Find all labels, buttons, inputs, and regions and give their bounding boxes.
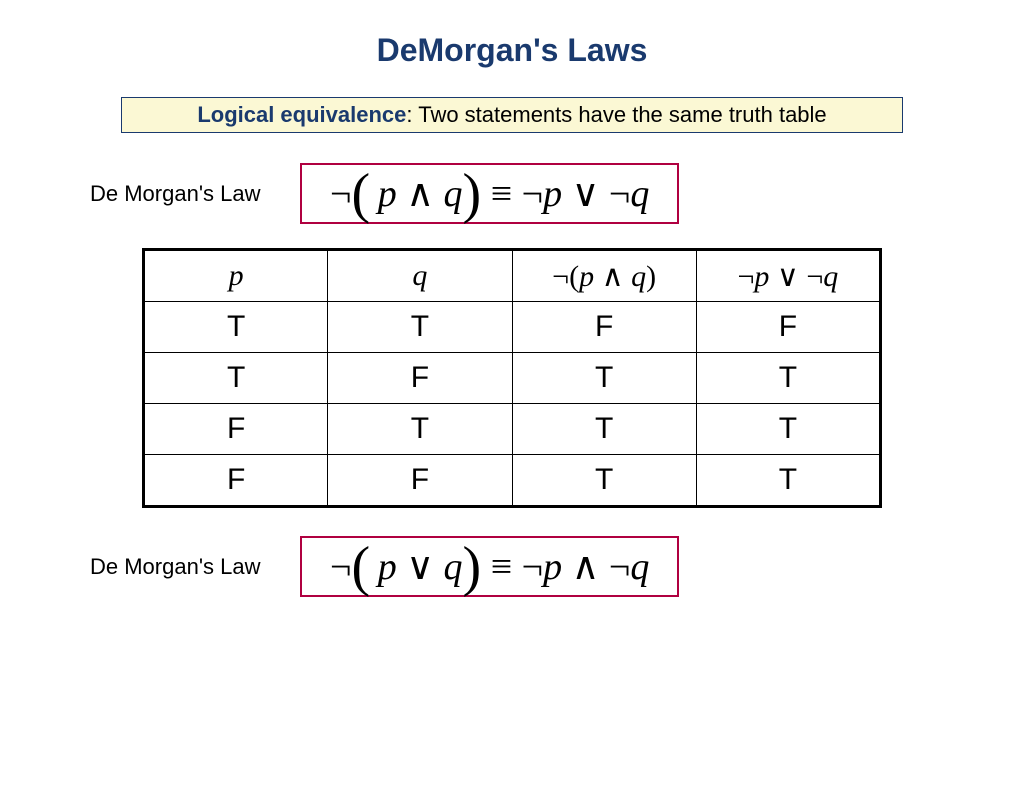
- table-row: F T T T: [144, 404, 881, 455]
- law2-row: De Morgan's Law ¬( p ∨ q) ≡ ¬p ∧ ¬q: [0, 536, 1024, 597]
- definition-box: Logical equivalence: Two statements have…: [121, 97, 903, 133]
- header-p: p: [144, 250, 328, 302]
- law1-row: De Morgan's Law ¬( p ∧ q) ≡ ¬p ∨ ¬q: [0, 163, 1024, 224]
- law2-formula: ¬( p ∨ q) ≡ ¬p ∧ ¬q: [300, 536, 679, 597]
- law2-label: De Morgan's Law: [0, 554, 300, 580]
- table-row: T F T T: [144, 353, 881, 404]
- header-q: q: [328, 250, 512, 302]
- header-or-not: ¬p ∨ ¬q: [696, 250, 880, 302]
- table-header-row: p q ¬(p ∧ q) ¬p ∨ ¬q: [144, 250, 881, 302]
- table-row: T T F F: [144, 302, 881, 353]
- page-title: DeMorgan's Laws: [0, 32, 1024, 69]
- definition-text: : Two statements have the same truth tab…: [406, 102, 826, 127]
- table-body: T T F F T F T T F T T T F F T T: [144, 302, 881, 507]
- truth-table: p q ¬(p ∧ q) ¬p ∨ ¬q T T F F T F T T F T…: [142, 248, 882, 508]
- table-row: F F T T: [144, 455, 881, 507]
- header-not-and: ¬(p ∧ q): [512, 250, 696, 302]
- law1-formula: ¬( p ∧ q) ≡ ¬p ∨ ¬q: [300, 163, 679, 224]
- law1-label: De Morgan's Law: [0, 181, 300, 207]
- definition-term: Logical equivalence: [197, 102, 406, 127]
